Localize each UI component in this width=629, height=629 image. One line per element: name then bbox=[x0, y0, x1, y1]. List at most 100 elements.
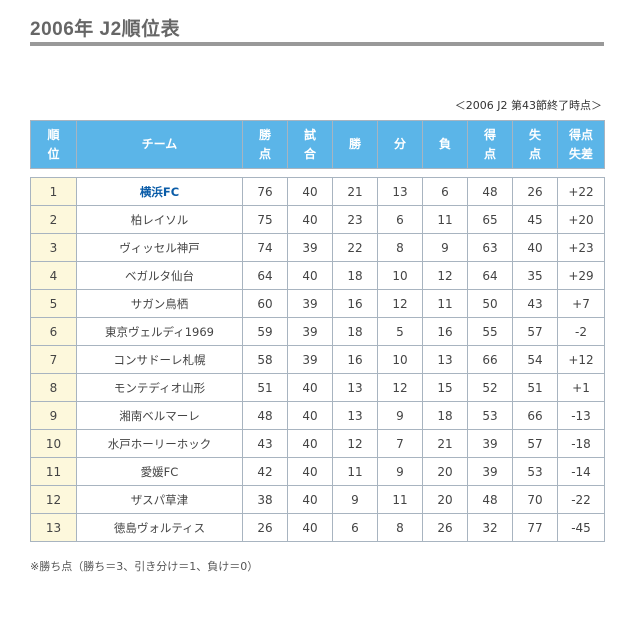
rank-cell: 6 bbox=[30, 317, 77, 346]
drawn-cell: 12 bbox=[377, 289, 423, 318]
header-text: 失差 bbox=[568, 146, 593, 161]
lost-cell: 12 bbox=[422, 261, 468, 290]
goals-against-cell: 54 bbox=[512, 345, 558, 374]
team-cell: 横浜FC bbox=[76, 177, 243, 206]
goals-for-cell: 39 bbox=[467, 429, 513, 458]
played-cell: 39 bbox=[287, 345, 333, 374]
lost-cell: 11 bbox=[422, 289, 468, 318]
header-text: 勝 bbox=[348, 137, 361, 151]
drawn-cell: 13 bbox=[377, 177, 423, 206]
header-row: 順位チーム勝点試合勝分負得点失点得点 失差 bbox=[30, 120, 605, 169]
played-cell: 40 bbox=[287, 177, 333, 206]
rank-cell: 1 bbox=[30, 177, 77, 206]
goal-diff-cell: -18 bbox=[557, 429, 605, 458]
goal-diff-cell: -13 bbox=[557, 401, 605, 430]
drawn-cell: 7 bbox=[377, 429, 423, 458]
rank-cell: 4 bbox=[30, 261, 77, 290]
goal-diff-cell: -45 bbox=[557, 513, 605, 542]
lost-cell: 6 bbox=[422, 177, 468, 206]
header-text: 分 bbox=[393, 137, 406, 151]
rank-cell: 2 bbox=[30, 205, 77, 234]
lost-cell: 16 bbox=[422, 317, 468, 346]
won-cell: 16 bbox=[332, 345, 378, 374]
team-cell: ヴィッセル神戸 bbox=[76, 233, 243, 262]
goals-for-cell: 48 bbox=[467, 177, 513, 206]
lost-cell: 15 bbox=[422, 373, 468, 402]
played-cell: 39 bbox=[287, 233, 333, 262]
won-cell: 22 bbox=[332, 233, 378, 262]
team-cell: コンサドーレ札幌 bbox=[76, 345, 243, 374]
goal-diff-cell: +23 bbox=[557, 233, 605, 262]
lost-cell: 26 bbox=[422, 513, 468, 542]
header-text: チーム bbox=[141, 137, 178, 151]
as-of-label: ＜2006 J2 第43節終了時点＞ bbox=[454, 99, 602, 112]
header-text: 得点 bbox=[568, 127, 593, 142]
lost-cell: 9 bbox=[422, 233, 468, 262]
header-text: 負 bbox=[438, 137, 451, 151]
header-text: 失 bbox=[528, 127, 541, 142]
goal-diff-cell: +20 bbox=[557, 205, 605, 234]
goal-diff-cell: +22 bbox=[557, 177, 605, 206]
played-cell: 40 bbox=[287, 457, 333, 486]
goal-diff-cell: +29 bbox=[557, 261, 605, 290]
lost-cell: 13 bbox=[422, 345, 468, 374]
goals-against-cell: 45 bbox=[512, 205, 558, 234]
header-goals-for: 得点 bbox=[467, 120, 513, 169]
played-cell: 40 bbox=[287, 373, 333, 402]
won-cell: 16 bbox=[332, 289, 378, 318]
goals-for-cell: 66 bbox=[467, 345, 513, 374]
header-text: 得 bbox=[483, 127, 496, 142]
team-cell: 柏レイソル bbox=[76, 205, 243, 234]
rank-cell: 12 bbox=[30, 485, 77, 514]
table-row: 8 モンテディオ山形 51 40 13 12 15 52 51 +1 bbox=[30, 373, 605, 402]
goals-against-cell: 57 bbox=[512, 429, 558, 458]
goal-diff-cell: +12 bbox=[557, 345, 605, 374]
drawn-cell: 11 bbox=[377, 485, 423, 514]
goals-against-cell: 35 bbox=[512, 261, 558, 290]
goal-diff-cell: -14 bbox=[557, 457, 605, 486]
goals-for-cell: 39 bbox=[467, 457, 513, 486]
won-cell: 13 bbox=[332, 373, 378, 402]
played-cell: 39 bbox=[287, 317, 333, 346]
header-played: 試合 bbox=[287, 120, 333, 169]
goal-diff-cell: +1 bbox=[557, 373, 605, 402]
points-cell: 26 bbox=[242, 513, 288, 542]
table-row: 11 愛媛FC 42 40 11 9 20 39 53 -14 bbox=[30, 457, 605, 486]
team-cell: ベガルタ仙台 bbox=[76, 261, 243, 290]
lost-cell: 11 bbox=[422, 205, 468, 234]
table-row: 4 ベガルタ仙台 64 40 18 10 12 64 35 +29 bbox=[30, 261, 605, 290]
goal-diff-cell: -2 bbox=[557, 317, 605, 346]
goals-against-cell: 40 bbox=[512, 233, 558, 262]
won-cell: 18 bbox=[332, 317, 378, 346]
header-text: 点 bbox=[528, 146, 541, 161]
table-row: 13 徳島ヴォルティス 26 40 6 8 26 32 77 -45 bbox=[30, 513, 605, 542]
title-divider bbox=[30, 42, 604, 46]
lost-cell: 21 bbox=[422, 429, 468, 458]
points-cell: 74 bbox=[242, 233, 288, 262]
played-cell: 40 bbox=[287, 429, 333, 458]
team-cell: モンテディオ山形 bbox=[76, 373, 243, 402]
team-cell: 水戸ホーリーホック bbox=[76, 429, 243, 458]
table-header: 順位チーム勝点試合勝分負得点失点得点 失差 bbox=[30, 120, 605, 169]
rank-cell: 5 bbox=[30, 289, 77, 318]
goals-against-cell: 26 bbox=[512, 177, 558, 206]
points-cell: 58 bbox=[242, 345, 288, 374]
table-row: 6 東京ヴェルディ1969 59 39 18 5 16 55 57 -2 bbox=[30, 317, 605, 346]
won-cell: 13 bbox=[332, 401, 378, 430]
table-row: 1 横浜FC 76 40 21 13 6 48 26 +22 bbox=[30, 177, 605, 206]
lost-cell: 20 bbox=[422, 457, 468, 486]
played-cell: 40 bbox=[287, 401, 333, 430]
goals-against-cell: 77 bbox=[512, 513, 558, 542]
header-text: 点 bbox=[483, 146, 496, 161]
goals-against-cell: 53 bbox=[512, 457, 558, 486]
won-cell: 12 bbox=[332, 429, 378, 458]
header-drawn: 分 bbox=[377, 120, 423, 169]
header-text: 試 bbox=[303, 127, 316, 142]
table-row: 3 ヴィッセル神戸 74 39 22 8 9 63 40 +23 bbox=[30, 233, 605, 262]
team-cell: 湘南ベルマーレ bbox=[76, 401, 243, 430]
won-cell: 18 bbox=[332, 261, 378, 290]
drawn-cell: 8 bbox=[377, 513, 423, 542]
goals-against-cell: 70 bbox=[512, 485, 558, 514]
header-text: 順 bbox=[47, 127, 60, 142]
won-cell: 6 bbox=[332, 513, 378, 542]
